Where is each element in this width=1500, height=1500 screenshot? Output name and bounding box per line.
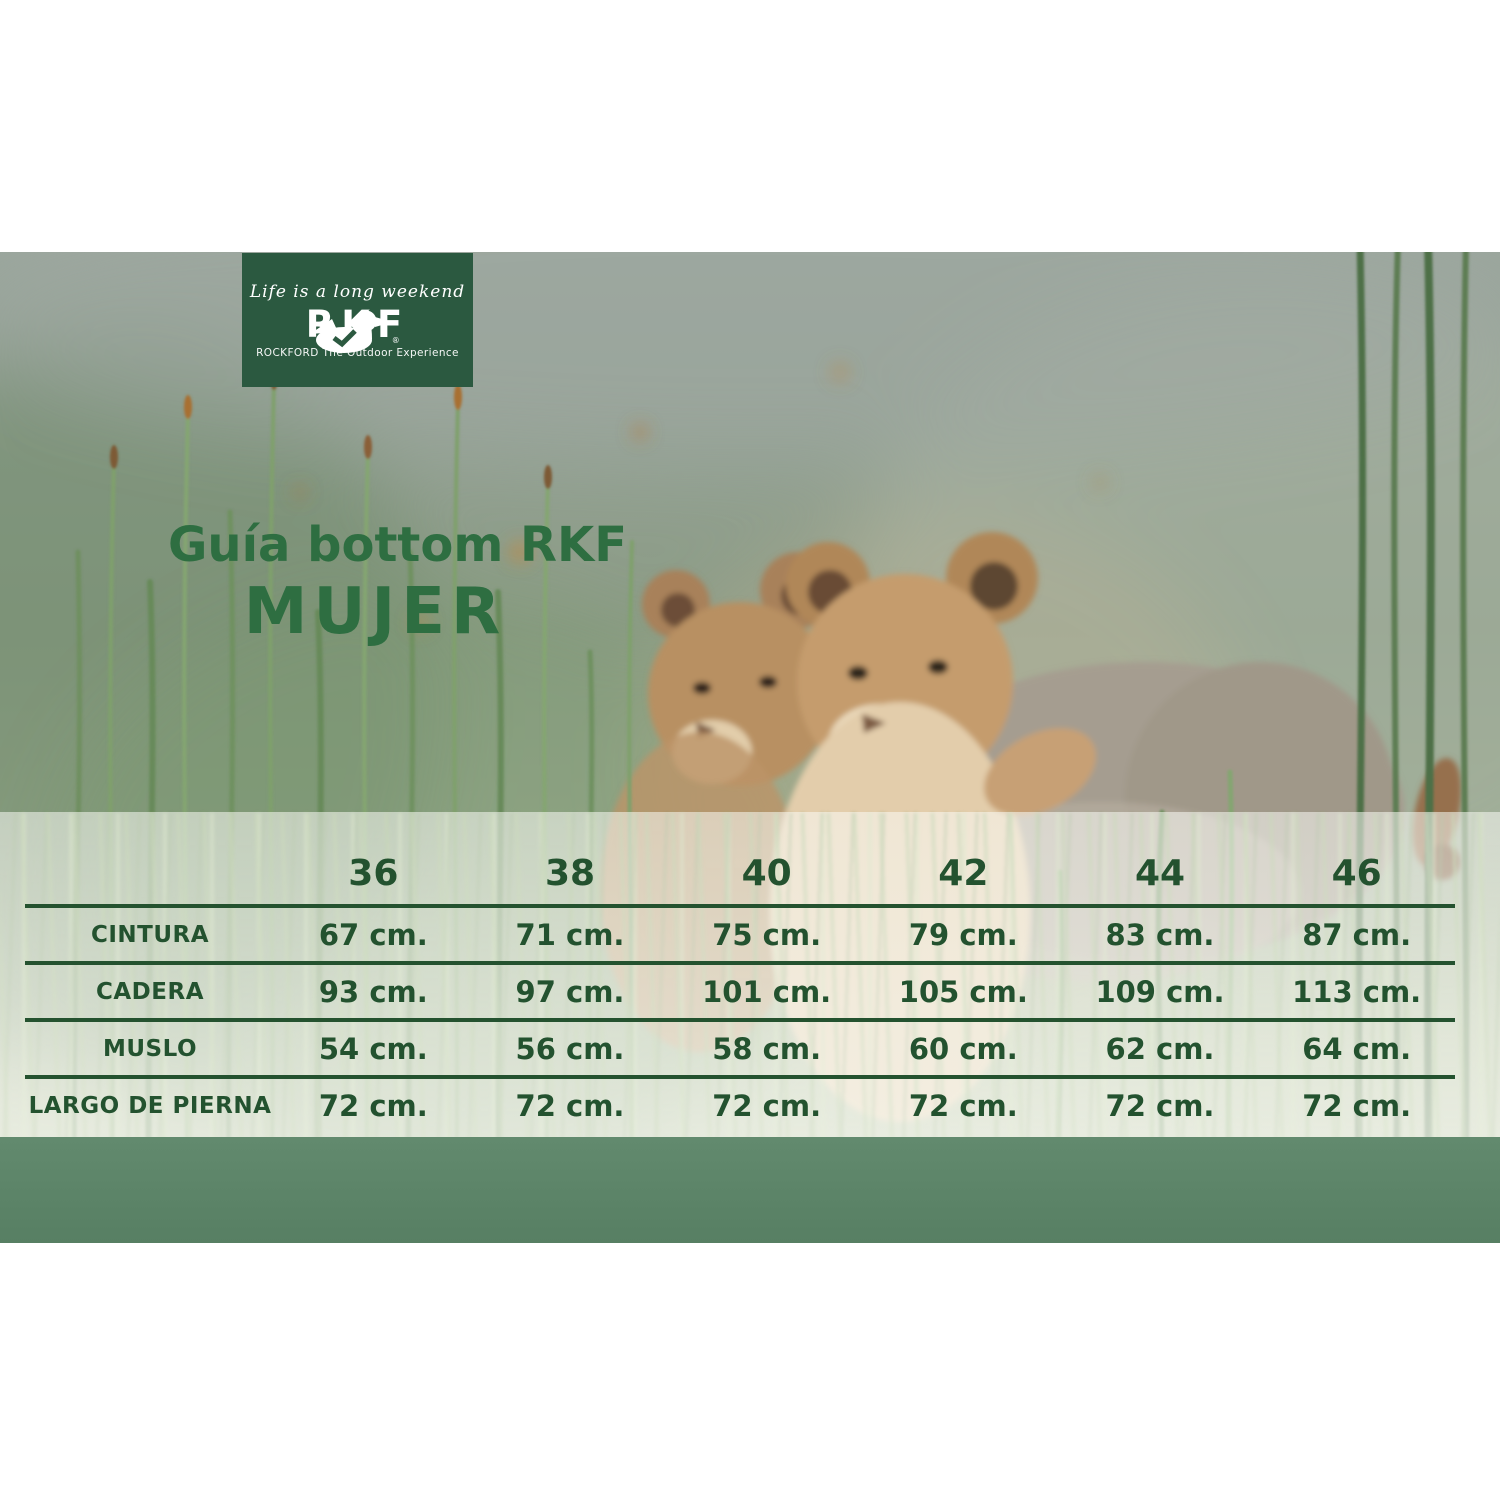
cell: 109 cm. <box>1095 974 1225 1009</box>
cell: 60 cm. <box>908 1031 1018 1066</box>
cell: 58 cm. <box>712 1031 822 1066</box>
duck-icon <box>309 310 392 353</box>
size-header: 44 <box>1134 853 1186 894</box>
cell: 67 cm. <box>318 917 428 952</box>
page-title: Guía bottom RKF MUJER <box>168 517 627 650</box>
table-row-largo-de-pierna: LARGO DE PIERNA 72 cm. 72 cm. 72 cm. 72 … <box>25 1075 1455 1132</box>
row-label: LARGO DE PIERNA <box>28 1092 272 1119</box>
cell: 71 cm. <box>515 917 625 952</box>
brand-logo-box: Life is a long weekend ® RKF ROCKFORD Th… <box>242 253 473 387</box>
cell: 56 cm. <box>515 1031 625 1066</box>
size-header-row: 36 38 40 42 44 46 <box>25 812 1455 904</box>
table-wash-band <box>0 812 1500 1137</box>
row-label: CADERA <box>96 978 204 1005</box>
cell: 87 cm. <box>1302 917 1412 952</box>
size-table: 36 38 40 42 44 46 CINTURA 67 cm. 71 cm. … <box>25 812 1455 1132</box>
logo-subtitle: ROCKFORD The Outdoor Experience <box>256 346 459 359</box>
cell: 75 cm. <box>712 917 822 952</box>
cell: 93 cm. <box>318 974 428 1009</box>
cell: 62 cm. <box>1105 1031 1215 1066</box>
bottom-green-band <box>0 1137 1500 1243</box>
cell: 83 cm. <box>1105 917 1215 952</box>
cell: 72 cm. <box>712 1088 822 1123</box>
cell: 72 cm. <box>515 1088 625 1123</box>
size-header: 36 <box>348 853 399 894</box>
row-label: MUSLO <box>102 1035 198 1062</box>
logo-tagline: Life is a long weekend <box>249 281 466 302</box>
empty-header-cell <box>25 812 275 904</box>
cell: 105 cm. <box>898 974 1028 1009</box>
title-line-1: Guía bottom RKF <box>168 517 627 573</box>
seed-dots <box>292 361 1109 632</box>
title-line-2: MUJER <box>243 575 507 650</box>
cell: 97 cm. <box>515 974 625 1009</box>
table-row-cadera: CADERA 93 cm. 97 cm. 101 cm. 105 cm. 109… <box>25 961 1455 1018</box>
background-photo: Life is a long weekend ® RKF ROCKFORD Th… <box>0 252 1500 1243</box>
table-row-cintura: CINTURA 67 cm. 71 cm. 75 cm. 79 cm. 83 c… <box>25 904 1455 961</box>
cell: 113 cm. <box>1292 974 1422 1009</box>
cell: 54 cm. <box>318 1031 428 1066</box>
cell: 72 cm. <box>1302 1088 1412 1123</box>
cell: 101 cm. <box>702 974 832 1009</box>
cell: 72 cm. <box>318 1088 428 1123</box>
cell: 72 cm. <box>908 1088 1018 1123</box>
registered-mark: ® <box>391 335 400 345</box>
cell: 64 cm. <box>1302 1031 1412 1066</box>
table-row-muslo: MUSLO 54 cm. 56 cm. 58 cm. 60 cm. 62 cm.… <box>25 1018 1455 1075</box>
size-header: 42 <box>938 853 989 894</box>
size-header: 46 <box>1331 853 1382 894</box>
size-header: 40 <box>741 853 792 894</box>
cell: 79 cm. <box>908 917 1018 952</box>
size-header: 38 <box>544 853 596 894</box>
cell: 72 cm. <box>1105 1088 1215 1123</box>
row-label: CINTURA <box>90 921 210 948</box>
